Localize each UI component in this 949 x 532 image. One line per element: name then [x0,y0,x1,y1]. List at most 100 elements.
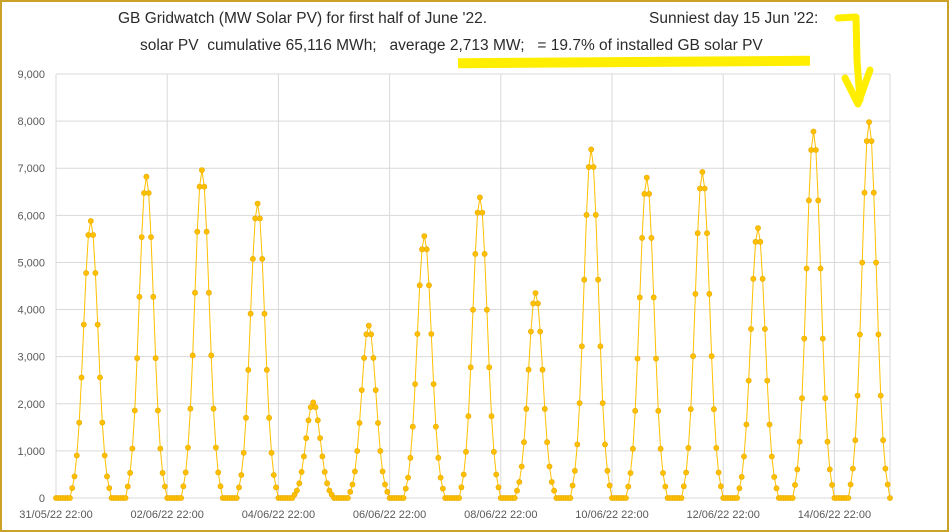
data-point [523,405,530,412]
y-tick-label: 3,000 [17,352,45,364]
data-point [143,173,150,180]
data-point [877,392,884,399]
data-point [662,483,669,490]
data-point [794,466,801,473]
data-point [134,355,140,362]
data-point [435,454,442,461]
data-point [789,495,796,501]
data-point [755,225,761,231]
data-point [138,234,145,240]
data-point [630,445,636,452]
data-point [764,377,771,384]
data-point [850,465,856,472]
data-point [711,406,717,413]
data-point [602,441,608,448]
data-point [268,449,275,456]
data-point [69,485,76,491]
data-point [263,366,270,373]
data-point [303,435,310,441]
y-tick-label: 8,000 [17,116,45,128]
data-point [375,420,381,426]
data-point [803,265,810,272]
data-point [590,164,597,170]
data-point [701,185,708,192]
data-point [319,453,326,460]
data-point [148,234,154,240]
data-point [748,326,754,332]
data-point [432,423,439,430]
data-point [312,404,319,411]
data-point [159,469,166,476]
data-point [548,479,555,485]
data-point [354,448,361,454]
data-point [815,197,822,204]
data-point [351,468,358,475]
data-point [796,438,803,445]
data-point [99,419,106,426]
y-tick-label: 5,000 [17,257,45,269]
data-point [537,328,544,335]
data-point [606,482,613,489]
data-point [236,484,242,491]
data-point [372,387,379,393]
data-point [412,381,418,387]
data-point [632,407,639,414]
data-point [655,407,662,414]
data-point [868,138,875,144]
data-point [604,467,611,474]
data-point [551,487,557,494]
data-point [694,230,701,237]
data-point [437,474,444,481]
data-point [456,495,462,501]
data-point [687,406,694,413]
data-point [541,405,548,412]
x-tick-label: 10/06/22 22:00 [575,509,648,521]
data-point [83,270,89,276]
data-point [745,377,752,384]
data-point [145,190,152,196]
data-point [743,421,750,428]
data-point [806,197,812,204]
data-point [205,289,212,296]
data-point [368,331,374,338]
data-point [428,331,435,337]
data-point [525,366,532,373]
data-point [182,469,189,476]
data-point [829,481,835,488]
x-tick-label: 14/06/22 22:00 [798,509,871,521]
arrow-head [841,66,874,108]
data-point [247,310,254,317]
sunniest-day-annotation: Sunniest day 15 Jun '22: [649,10,819,27]
data-point [490,448,497,455]
data-point [194,228,201,235]
data-point [636,294,643,301]
data-point [859,259,866,266]
data-point [653,355,659,362]
data-point [259,255,266,262]
data-point [873,259,879,266]
data-point [240,449,247,456]
y-tick-label: 4,000 [17,305,45,317]
data-point [439,485,446,492]
series-points [53,119,893,501]
data-point [298,468,305,475]
data-point [741,453,747,460]
data-point [379,468,386,475]
data-point [154,407,161,414]
data-point [546,463,553,470]
data-point [708,353,715,360]
chart-title: GB Gridwatch (MW Solar PV) for first hal… [118,10,488,27]
x-axis-ticks: 31/05/22 22:00 02/06/22 22:00 04/06/22 22:… [19,509,871,521]
data-point [766,421,773,428]
data-point [463,448,469,455]
y-tick-label: 9,000 [17,69,45,81]
data-point [518,463,525,470]
data-point [208,352,215,359]
data-point [713,444,720,451]
y-tick-label: 6,000 [17,210,45,222]
data-point [249,255,256,262]
data-point [576,400,583,406]
data-point [324,480,330,487]
data-point [532,290,539,296]
